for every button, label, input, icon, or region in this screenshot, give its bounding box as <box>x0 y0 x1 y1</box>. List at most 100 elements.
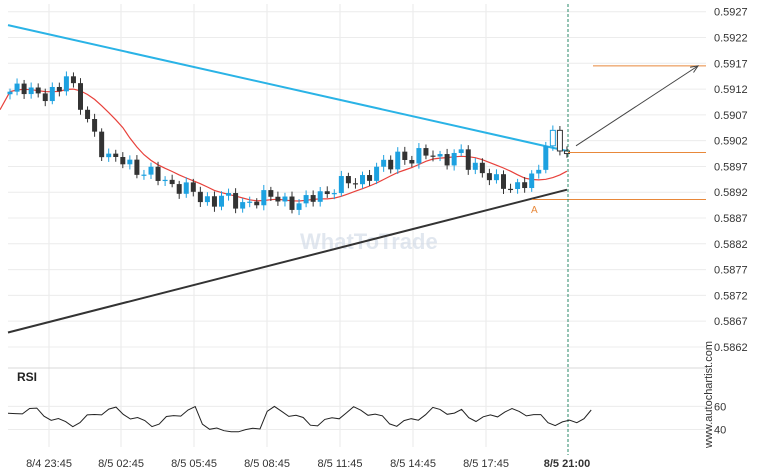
rsi-line <box>7 405 592 433</box>
rsi-panel: RSI <box>7 370 592 433</box>
candle-body <box>289 196 295 210</box>
price-tick: 0.5882 <box>714 239 748 251</box>
candle-body <box>127 159 133 165</box>
grid <box>8 4 706 447</box>
candle-body <box>247 201 253 203</box>
candle-body <box>402 151 408 160</box>
candle-body <box>99 131 105 158</box>
candle-body <box>162 179 168 182</box>
candle-body <box>451 152 457 166</box>
candle-body <box>303 195 309 204</box>
candle-body <box>430 155 436 157</box>
candle-body <box>543 145 549 170</box>
price-tick: 0.5867 <box>714 316 748 328</box>
time-tick: 8/4 23:45 <box>26 458 72 470</box>
candle-body <box>381 159 387 167</box>
candle-body <box>522 182 528 189</box>
time-tick: 8/5 08:45 <box>244 458 290 470</box>
trendlines <box>7 24 568 334</box>
candle-body <box>282 196 288 202</box>
watermark: WhatToTrade <box>300 229 438 254</box>
candle-body <box>42 93 48 102</box>
candle-body <box>183 182 189 194</box>
candle-body <box>416 148 422 164</box>
candle-body <box>233 193 239 209</box>
candle-body <box>169 179 175 185</box>
price-tick: 0.5907 <box>714 110 748 122</box>
support-line <box>7 188 568 334</box>
candle-body <box>21 83 27 95</box>
candle-body <box>113 153 119 158</box>
candle-body <box>409 159 415 164</box>
candle-body <box>49 86 55 102</box>
price-tick: 0.5902 <box>714 136 748 148</box>
candle-body <box>515 182 521 190</box>
time-tick: 8/5 17:45 <box>463 458 509 470</box>
candle-body <box>268 190 274 197</box>
candle-body <box>360 175 365 185</box>
price-tick: 0.5897 <box>714 161 748 173</box>
candle-body <box>472 162 478 170</box>
candle-body <box>254 201 260 206</box>
candle-body <box>395 151 401 170</box>
candle-body <box>148 166 154 175</box>
time-tick: 8/5 02:45 <box>98 458 144 470</box>
candle-body <box>35 87 41 94</box>
ma-line <box>0 88 568 202</box>
candle-body <box>556 129 563 152</box>
price-tick: 0.5912 <box>714 84 748 96</box>
candle-body <box>296 203 302 210</box>
candle-body <box>78 83 83 110</box>
candle-body <box>275 196 281 202</box>
candle-body <box>388 159 394 170</box>
candle-body <box>7 91 13 95</box>
rsi-tick: 60 <box>714 401 726 413</box>
resistance-line <box>7 24 568 152</box>
candle-body <box>331 193 337 195</box>
candles <box>7 71 570 216</box>
candle-body <box>486 173 492 181</box>
candle-body <box>508 188 514 191</box>
price-tick: 0.5872 <box>714 290 748 302</box>
price-tick: 0.5922 <box>714 33 748 45</box>
time-axis: 8/4 23:45 8/5 02:45 8/5 05:45 8/5 08:45 8/5 … <box>26 458 590 470</box>
candle-body <box>219 195 224 207</box>
candle-body <box>536 169 542 174</box>
watermark-text: WhatToTrade <box>300 229 438 254</box>
candle-body <box>465 149 471 170</box>
candle-body <box>458 149 464 153</box>
candle-body <box>70 76 76 84</box>
point-label: A <box>531 205 538 216</box>
candle-body <box>261 190 267 206</box>
candle-body <box>226 193 232 196</box>
candle-body <box>204 196 210 203</box>
candle-body <box>14 83 20 92</box>
time-tick: 8/5 05:45 <box>171 458 217 470</box>
candle-body <box>345 176 351 184</box>
time-tick: 8/5 21:00 <box>544 458 590 470</box>
candle-body <box>155 166 161 181</box>
price-tick: 0.5862 <box>714 342 748 354</box>
candle-body <box>176 184 182 194</box>
candle-body <box>92 119 98 132</box>
arrow-head <box>690 65 700 73</box>
candle-body <box>134 159 140 175</box>
candle-body <box>211 196 217 207</box>
candle-body <box>106 153 112 158</box>
candle-body <box>56 86 62 92</box>
moving-average <box>0 88 568 202</box>
price-tick: 0.5892 <box>714 187 748 199</box>
rsi-title: RSI <box>17 370 37 384</box>
candle-body <box>529 173 535 189</box>
candle-body <box>120 157 126 165</box>
candle-body <box>317 191 323 202</box>
time-tick: 8/5 11:45 <box>317 458 362 470</box>
time-tick: 8/5 14:45 <box>390 458 436 470</box>
site-credit: www.autochartist.com <box>703 341 715 449</box>
levels: A <box>531 4 706 455</box>
candle-body <box>437 154 443 157</box>
candle-body <box>190 182 196 192</box>
candle-body <box>423 148 429 156</box>
candle-body <box>479 162 485 174</box>
